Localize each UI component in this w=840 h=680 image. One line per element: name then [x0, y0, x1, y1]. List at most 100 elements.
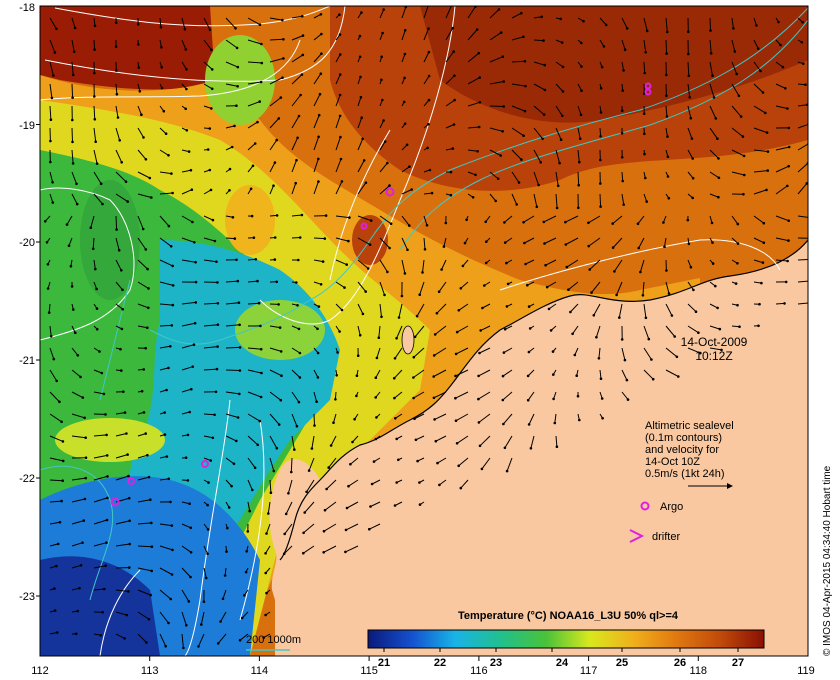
velocity-vector-head	[375, 416, 378, 419]
velocity-vector-head	[338, 33, 342, 36]
velocity-vector-head	[53, 609, 57, 612]
velocity-vector-head	[801, 21, 804, 24]
velocity-vector	[137, 171, 151, 179]
velocity-vector-head	[265, 591, 268, 595]
velocity-vector-head	[186, 479, 190, 482]
velocity-vector-head	[496, 177, 500, 180]
velocity-vector-head	[49, 334, 53, 338]
velocity-vector	[225, 280, 238, 283]
velocity-vector-head	[527, 305, 531, 308]
velocity-vector-head	[189, 575, 192, 579]
velocity-vector-head	[189, 551, 193, 554]
velocity-vector-head	[665, 73, 668, 77]
velocity-vector	[203, 83, 213, 90]
velocity-vector	[93, 259, 96, 270]
velocity-vector	[269, 162, 276, 173]
velocity-vector	[419, 281, 425, 295]
velocity-vector-head	[189, 168, 193, 172]
velocity-vector	[269, 369, 282, 377]
velocity-vector-head	[338, 13, 341, 16]
velocity-vector	[137, 259, 148, 270]
velocity-vector-head	[128, 566, 131, 569]
velocity-vector	[247, 280, 258, 283]
velocity-vector-head	[386, 161, 389, 165]
velocity-vector	[323, 523, 337, 532]
velocity-vector-head	[223, 574, 227, 577]
velocity-vector-head	[211, 218, 215, 222]
colorbar: Temperature (°C) NOAA16_L3U 50% ql>=4 21…	[367, 610, 765, 669]
velocity-vector	[269, 57, 284, 63]
velocity-vector	[588, 215, 601, 224]
velocity-vector-head	[425, 224, 429, 227]
velocity-vector-head	[625, 378, 629, 382]
velocity-vector	[612, 215, 623, 224]
velocity-vector-head	[273, 236, 277, 239]
velocity-vector-head	[355, 374, 359, 378]
velocity-vector	[357, 117, 363, 129]
velocity-vector	[401, 6, 407, 19]
velocity-vector	[621, 369, 628, 381]
velocity-vector	[313, 181, 319, 195]
velocity-vector-head	[237, 301, 241, 305]
velocity-vector-head	[296, 304, 299, 307]
velocity-vector-head	[736, 303, 739, 307]
bathymetry-contours	[40, 7, 808, 601]
velocity-vector-head	[349, 462, 352, 466]
velocity-vector	[269, 435, 278, 449]
velocity-vector-head	[463, 241, 467, 245]
velocity-vector	[159, 192, 173, 195]
velocity-vector	[115, 412, 126, 415]
velocity-vector-head	[214, 390, 218, 394]
velocity-vector-head	[72, 308, 75, 311]
velocity-vector	[439, 479, 447, 486]
velocity-vector-head	[478, 351, 481, 355]
velocity-vector-head	[643, 152, 646, 156]
velocity-vector-head	[781, 65, 785, 69]
colorbar-tick: 23	[490, 657, 502, 669]
velocity-vector-head	[410, 188, 414, 191]
velocity-vector-head	[136, 23, 140, 26]
velocity-vector-head	[427, 98, 431, 102]
velocity-vector	[203, 368, 218, 371]
velocity-vector-head	[361, 137, 365, 141]
velocity-vector-head	[522, 220, 525, 224]
velocity-vector-head	[167, 477, 171, 481]
velocity-vector-head	[503, 328, 507, 331]
velocity-vector-head	[403, 29, 407, 32]
velocity-vector-head	[146, 267, 149, 271]
velocity-vector	[502, 391, 513, 401]
velocity-vector-head	[348, 216, 351, 219]
velocity-vector	[731, 39, 736, 52]
velocity-vector-head	[665, 115, 669, 118]
velocity-vector-head	[560, 41, 564, 44]
velocity-vector-head	[144, 432, 147, 435]
velocity-vector	[49, 325, 52, 337]
velocity-vector-head	[106, 475, 109, 478]
velocity-vector	[599, 17, 607, 26]
velocity-vector	[423, 51, 430, 63]
velocity-vector-head	[297, 327, 301, 331]
velocity-vector	[467, 126, 480, 129]
velocity-vector	[225, 39, 238, 49]
velocity-vector-head	[185, 87, 188, 91]
velocity-vector	[423, 237, 426, 250]
velocity-vector	[335, 94, 341, 107]
velocity-vector	[247, 165, 254, 173]
credit-text: © IMOS 04-Apr-2015 04:34:40 Hobart time	[822, 465, 833, 656]
velocity-vector	[504, 215, 513, 223]
velocity-vector-head	[643, 71, 646, 75]
velocity-vector	[775, 237, 789, 242]
velocity-vector	[797, 302, 808, 305]
velocity-vector	[115, 149, 123, 163]
velocity-vector-head	[148, 176, 152, 180]
velocity-vector	[313, 33, 322, 41]
velocity-vector-head	[259, 324, 262, 328]
velocity-vector	[269, 77, 283, 85]
velocity-vector-head	[412, 376, 415, 379]
velocity-vector	[394, 501, 403, 506]
velocity-vector-head	[264, 571, 268, 575]
velocity-vector	[489, 9, 500, 19]
velocity-vector	[198, 633, 205, 647]
velocity-vector	[555, 105, 563, 117]
